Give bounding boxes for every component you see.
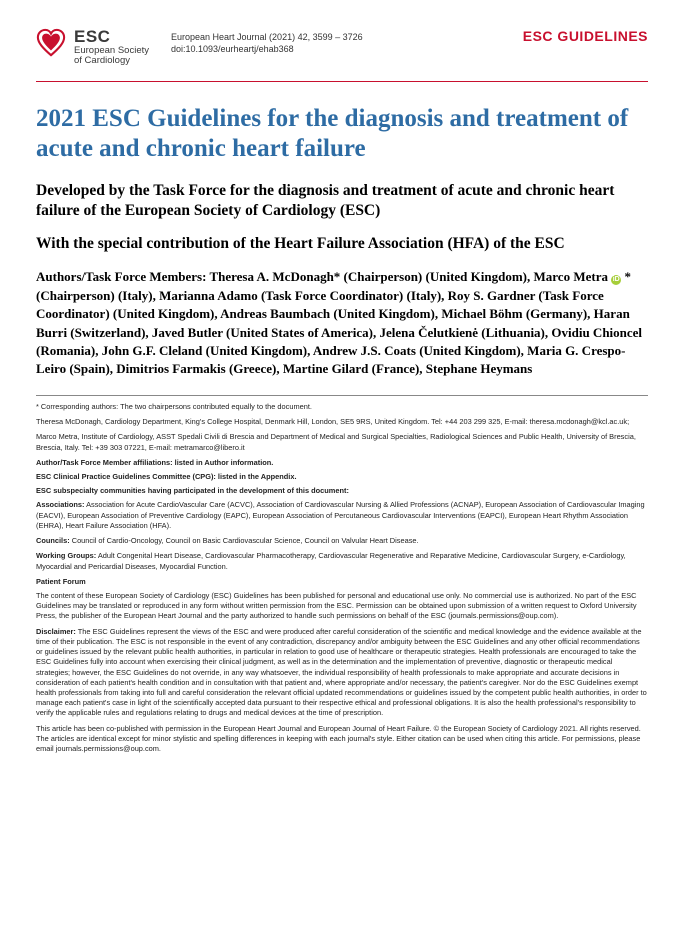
- journal-citation: European Heart Journal (2021) 42, 3599 –…: [171, 31, 363, 55]
- page-header: ESC European Society of Cardiology Europ…: [36, 28, 648, 67]
- logo-sub-line2: of Cardiology: [74, 56, 149, 66]
- header-rule: [36, 81, 648, 82]
- cpg-note: ESC Clinical Practice Guidelines Committ…: [36, 472, 648, 482]
- affiliations-note: Author/Task Force Member affiliations: l…: [36, 458, 648, 468]
- footnote-rule: [36, 395, 648, 396]
- wg-label: Working Groups:: [36, 551, 96, 560]
- document-type-label: ESC GUIDELINES: [523, 28, 648, 44]
- working-groups-line: Working Groups: Adult Congenital Heart D…: [36, 551, 648, 571]
- patient-forum-head: Patient Forum: [36, 577, 648, 587]
- article-subtitle-2: With the special contribution of the Hea…: [36, 234, 648, 254]
- councils-text: Council of Cardio-Oncology, Council on B…: [70, 536, 419, 545]
- authors-post-orcid: * (Chairperson) (Italy), Marianna Adamo …: [36, 269, 642, 376]
- article-title: 2021 ESC Guidelines for the diagnosis an…: [36, 104, 648, 165]
- logo-esc-text: ESC: [74, 28, 149, 46]
- authors-pre-orcid: Theresa A. McDonagh* (Chairperson) (Unit…: [209, 269, 611, 284]
- councils-line: Councils: Council of Cardio-Oncology, Co…: [36, 536, 648, 546]
- subspecialty-head: ESC subspecialty communities having part…: [36, 486, 648, 496]
- contact-1: Theresa McDonagh, Cardiology Department,…: [36, 417, 648, 427]
- content-paragraph: The content of these European Society of…: [36, 591, 648, 622]
- corresponding-note: * Corresponding authors: The two chairpe…: [36, 402, 648, 412]
- journal-line1: European Heart Journal (2021) 42, 3599 –…: [171, 31, 363, 43]
- footnotes-block: * Corresponding authors: The two chairpe…: [36, 402, 648, 754]
- article-subtitle-1: Developed by the Task Force for the diag…: [36, 181, 648, 221]
- logo-text: ESC European Society of Cardiology: [74, 28, 149, 67]
- associations-text: Association for Acute CardioVascular Car…: [36, 500, 645, 529]
- disclaimer-text: The ESC Guidelines represent the views o…: [36, 627, 647, 718]
- associations-line: Associations: Association for Acute Card…: [36, 500, 648, 531]
- copublication-note: This article has been co-published with …: [36, 724, 648, 755]
- disclaimer-paragraph: Disclaimer: The ESC Guidelines represent…: [36, 627, 648, 719]
- associations-label: Associations:: [36, 500, 84, 509]
- contact-2: Marco Metra, Institute of Cardiology, AS…: [36, 432, 648, 452]
- esc-heart-icon: [36, 28, 66, 58]
- wg-text: Adult Congenital Heart Disease, Cardiova…: [36, 551, 626, 570]
- authors-label: Authors/Task Force Members:: [36, 269, 209, 284]
- orcid-icon: iD: [611, 275, 621, 285]
- authors-block: Authors/Task Force Members: Theresa A. M…: [36, 268, 648, 379]
- disclaimer-label: Disclaimer:: [36, 627, 76, 636]
- logo-block: ESC European Society of Cardiology Europ…: [36, 28, 363, 67]
- journal-doi: doi:10.1093/eurheartj/ehab368: [171, 43, 363, 55]
- councils-label: Councils:: [36, 536, 70, 545]
